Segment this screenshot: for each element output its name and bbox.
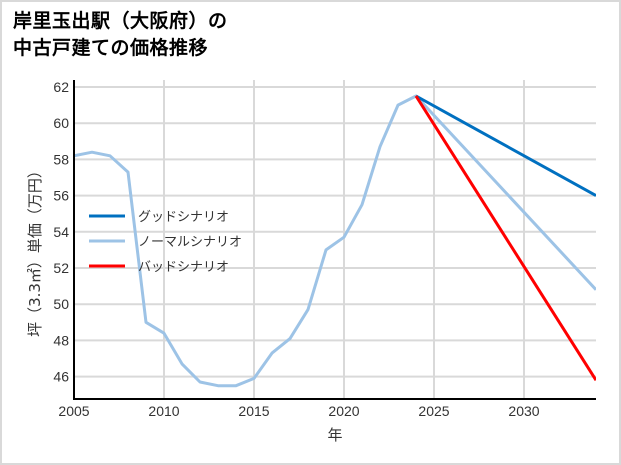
chart-title: 岸里玉出駅（大阪府）の 中古戸建ての価格推移 xyxy=(13,8,228,62)
x-tick-label: 2015 xyxy=(238,403,269,419)
x-axis-label: 年 xyxy=(327,426,342,444)
axes: 46 48 50 52 54 56 58 60 62 2005 2010 2015 2020 2025 20… xyxy=(53,79,596,419)
legend-label: グッドシナリオ xyxy=(138,210,229,225)
chart-title-line1: 岸里玉出駅（大阪府）の xyxy=(13,10,228,32)
y-tick-label: 52 xyxy=(53,260,69,276)
y-tick-label: 50 xyxy=(53,296,69,312)
chart-title-line2: 中古戸建ての価格推移 xyxy=(13,37,209,59)
legend-label: バッドシナリオ xyxy=(138,260,229,275)
data-series xyxy=(74,94,596,388)
series-line-0 xyxy=(415,94,596,197)
y-tick-label: 48 xyxy=(53,332,69,348)
y-tick-label: 46 xyxy=(53,369,69,385)
y-tick-label: 58 xyxy=(53,151,69,167)
y-axis-label: 坪（3.3㎡）単価（万円） xyxy=(26,163,44,337)
x-tick-label: 2005 xyxy=(58,403,89,419)
series-line-1 xyxy=(74,94,596,388)
y-tick-label: 56 xyxy=(53,188,69,204)
y-tick-label: 54 xyxy=(53,224,69,240)
legend-label: ノーマルシナリオ xyxy=(138,235,242,250)
y-tick-label: 62 xyxy=(53,79,69,95)
x-tick-label: 2030 xyxy=(508,403,539,419)
y-tick-label: 60 xyxy=(53,115,69,131)
series-line-2 xyxy=(414,95,596,382)
x-tick-label: 2010 xyxy=(148,403,179,419)
x-tick-label: 2025 xyxy=(418,403,449,419)
x-tick-label: 2020 xyxy=(328,403,359,419)
